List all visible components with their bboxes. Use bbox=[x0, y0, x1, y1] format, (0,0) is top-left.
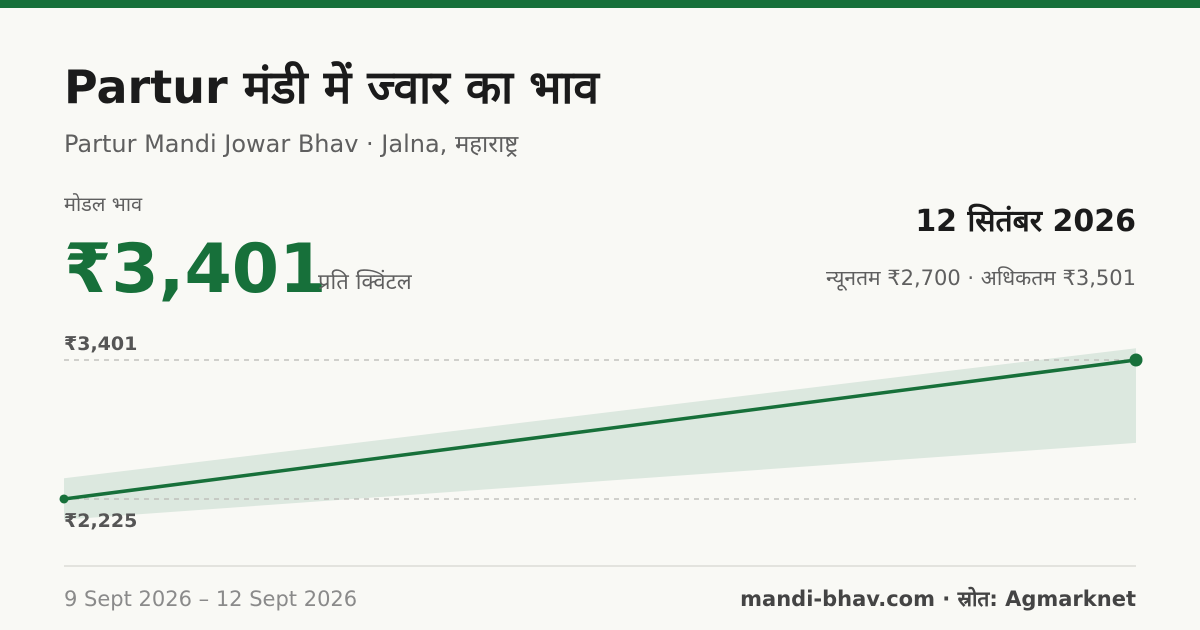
date-range: 9 Sept 2026 – 12 Sept 2026 bbox=[64, 587, 357, 611]
date: 12 सितंबर 2026 bbox=[915, 203, 1136, 239]
headline-unit: प्रति क्विंटल bbox=[318, 269, 413, 295]
top-bar bbox=[0, 0, 1200, 8]
headline-value: ₹3,401 bbox=[64, 230, 326, 309]
source: mandi-bhav.com · स्रोत: Agmarknet bbox=[740, 586, 1136, 611]
headline-label: मोडल भाव bbox=[64, 192, 143, 216]
point bbox=[59, 494, 69, 504]
point bbox=[1129, 353, 1143, 367]
range-summary: न्यूनतम ₹2,700 · अधिकतम ₹3,501 bbox=[826, 266, 1136, 291]
y-tick-label: ₹2,225 bbox=[64, 510, 137, 532]
title: Partur मंडी में ज्वार का भाव bbox=[64, 60, 600, 114]
line bbox=[63, 358, 1137, 501]
range-band bbox=[64, 348, 1136, 520]
y-tick-label: ₹3,401 bbox=[64, 333, 137, 355]
subtitle: Partur Mandi Jowar Bhav · Jalna, महाराष्… bbox=[64, 130, 519, 158]
